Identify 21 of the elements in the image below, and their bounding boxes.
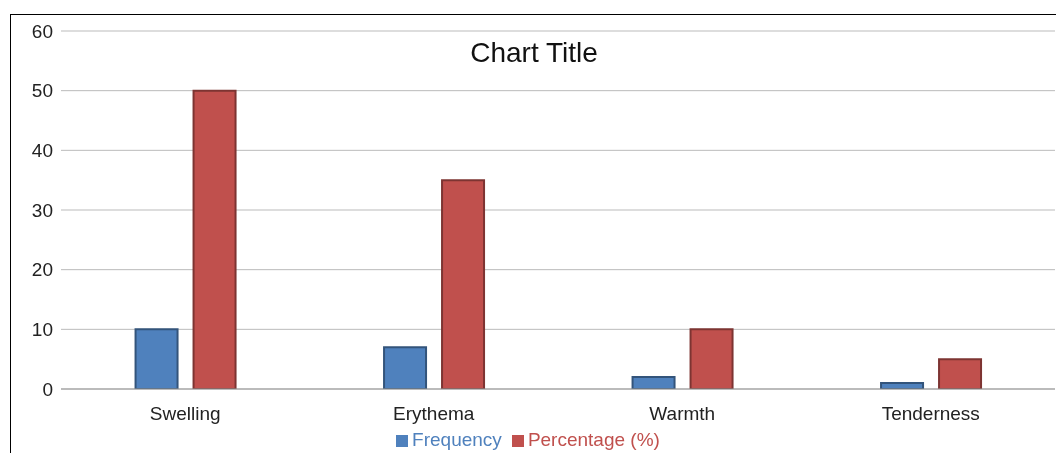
bar (689, 328, 734, 389)
y-tick-label: 30 (31, 199, 53, 221)
y-tick-label: 60 (31, 20, 53, 42)
bar (383, 346, 428, 389)
y-tick-label: 20 (31, 259, 53, 281)
x-tick-label: Swelling (149, 403, 221, 425)
x-tick-label: Tenderness (881, 403, 980, 425)
legend-label: Percentage (%) (527, 429, 660, 450)
y-tick-label: 10 (31, 319, 53, 341)
chart-title: Chart Title (470, 37, 598, 68)
bar (192, 89, 237, 389)
y-tick-label: 40 (31, 140, 53, 162)
bar (938, 358, 983, 389)
x-tick-label: Warmth (649, 403, 716, 425)
bar (134, 328, 179, 389)
bar (631, 376, 676, 389)
x-tick-label: Erythema (393, 403, 475, 425)
y-tick-label: 0 (42, 378, 53, 400)
legend-label: Frequency (412, 429, 502, 450)
bar (441, 179, 486, 389)
y-tick-label: 50 (31, 80, 53, 102)
